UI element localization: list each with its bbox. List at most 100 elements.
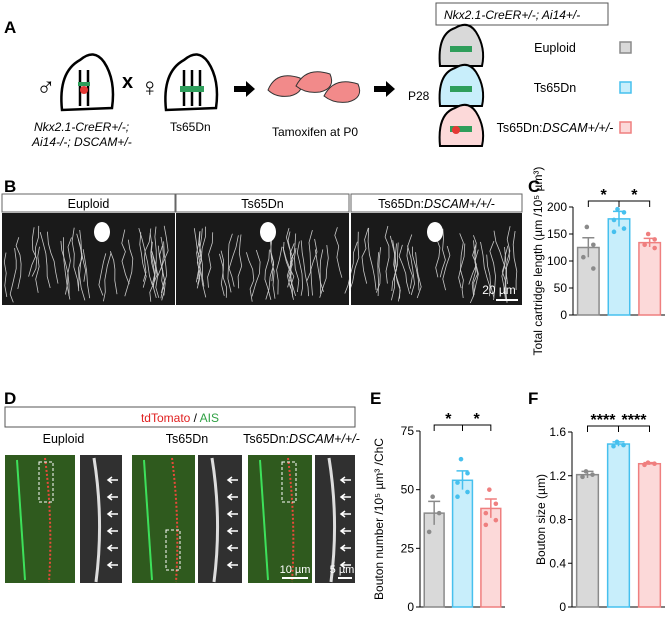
axon (493, 230, 507, 279)
arrow (226, 510, 238, 518)
axon (98, 253, 107, 296)
axon-zoom (92, 457, 102, 583)
label-part: Ts65Dn (241, 197, 283, 211)
legend-swatch (619, 81, 632, 94)
micrograph-zoom (198, 455, 242, 583)
label-part: DSCAM+/+/- (289, 432, 360, 446)
axon (31, 227, 38, 277)
data-point (652, 237, 657, 242)
axon (296, 241, 304, 296)
data-point (583, 469, 589, 474)
y-tick-label: 1.6 (549, 425, 566, 439)
data-point (652, 245, 657, 251)
label-part: Euploid (43, 432, 85, 446)
mouse-body (438, 23, 485, 67)
y-tick-label: 0.8 (549, 513, 566, 527)
y-axis-label: Bouton number /10⁵ µm³ /ChC (372, 438, 386, 600)
stain: tdTomato (141, 411, 191, 425)
axon (283, 241, 294, 298)
error-bar (582, 237, 595, 258)
group-label: Euploid (68, 197, 110, 211)
arrow (339, 476, 351, 484)
y-tick-label: 25 (401, 541, 415, 555)
bar (576, 246, 600, 316)
axon (142, 228, 152, 282)
y-tick-label: 150 (547, 227, 567, 241)
allele-marker (180, 86, 204, 92)
bar (423, 512, 445, 608)
treatment: Tamoxifen at P0 (272, 125, 358, 139)
y-tick-label: 0.4 (549, 556, 566, 570)
label-part: Ts65Dn: (378, 197, 424, 211)
axon (367, 227, 377, 291)
axon (480, 241, 491, 297)
axon (121, 229, 130, 285)
axon (334, 227, 343, 278)
y-tick-label: 100 (547, 254, 567, 268)
axon (79, 229, 87, 282)
roi-box (281, 461, 297, 503)
axon (35, 246, 40, 293)
data-point (621, 226, 627, 231)
axon (361, 227, 369, 284)
axon (77, 239, 86, 301)
axon (160, 241, 168, 299)
y-tick-label: 0 (560, 308, 567, 322)
mouse-icon (60, 53, 115, 112)
axon (149, 233, 156, 288)
axon (287, 233, 297, 288)
y-tick-label: 0 (407, 600, 414, 614)
group-label: Ts65Dn:DSCAM+/+/- (497, 121, 614, 135)
y-tick-label: 0 (559, 600, 566, 614)
micrograph-merge (132, 455, 195, 583)
axon (219, 253, 227, 298)
arrow (226, 493, 238, 501)
data-point (590, 472, 595, 477)
data-point (611, 443, 616, 449)
data-point (621, 442, 626, 448)
data-point (611, 217, 617, 223)
data-point (458, 456, 464, 462)
axon (157, 225, 169, 277)
axon (154, 226, 157, 280)
arrow (226, 476, 238, 484)
data-point (483, 522, 489, 528)
soma (427, 222, 443, 242)
axon (149, 251, 158, 302)
axon (314, 249, 324, 293)
offspring-genotype: Nkx2.1-CreER+/-; Ai14+/- (444, 8, 580, 22)
bar (480, 507, 502, 608)
parent-genotype: Ai14-/-; DSCAM+/- (31, 135, 132, 149)
chc-axon (287, 457, 295, 583)
axon (39, 231, 51, 289)
significance-label: **** (622, 412, 648, 429)
axon (310, 238, 318, 296)
arrow (339, 561, 351, 569)
y-tick-label: 50 (554, 281, 568, 295)
axon-arbor (3, 225, 169, 303)
separator: / (190, 411, 199, 425)
label-box (1, 193, 176, 213)
axon-arbor (344, 225, 518, 304)
data-point (493, 501, 499, 507)
axon (265, 250, 275, 300)
panel-label: B (4, 177, 16, 196)
error-bar (484, 498, 497, 518)
allele-marker (452, 126, 460, 134)
chc-axon (44, 457, 52, 583)
data-point (642, 242, 647, 248)
bar (606, 443, 631, 608)
allele-marker (450, 126, 472, 132)
label-part: DSCAM+/+/- (424, 197, 495, 211)
bar (451, 479, 474, 608)
arrow (106, 493, 118, 501)
y-axis-label: Total cartridge length (µm /10⁵ µm³) (531, 167, 545, 356)
data-point (430, 494, 435, 500)
label-part: Euploid (534, 41, 576, 55)
y-tick-label: 50 (401, 483, 415, 497)
y-tick-label: 200 (547, 200, 567, 214)
axon (375, 247, 382, 293)
group-label: Ts65Dn:DSCAM+/+/- (378, 197, 495, 211)
axon (306, 229, 313, 281)
arrow (339, 527, 351, 535)
